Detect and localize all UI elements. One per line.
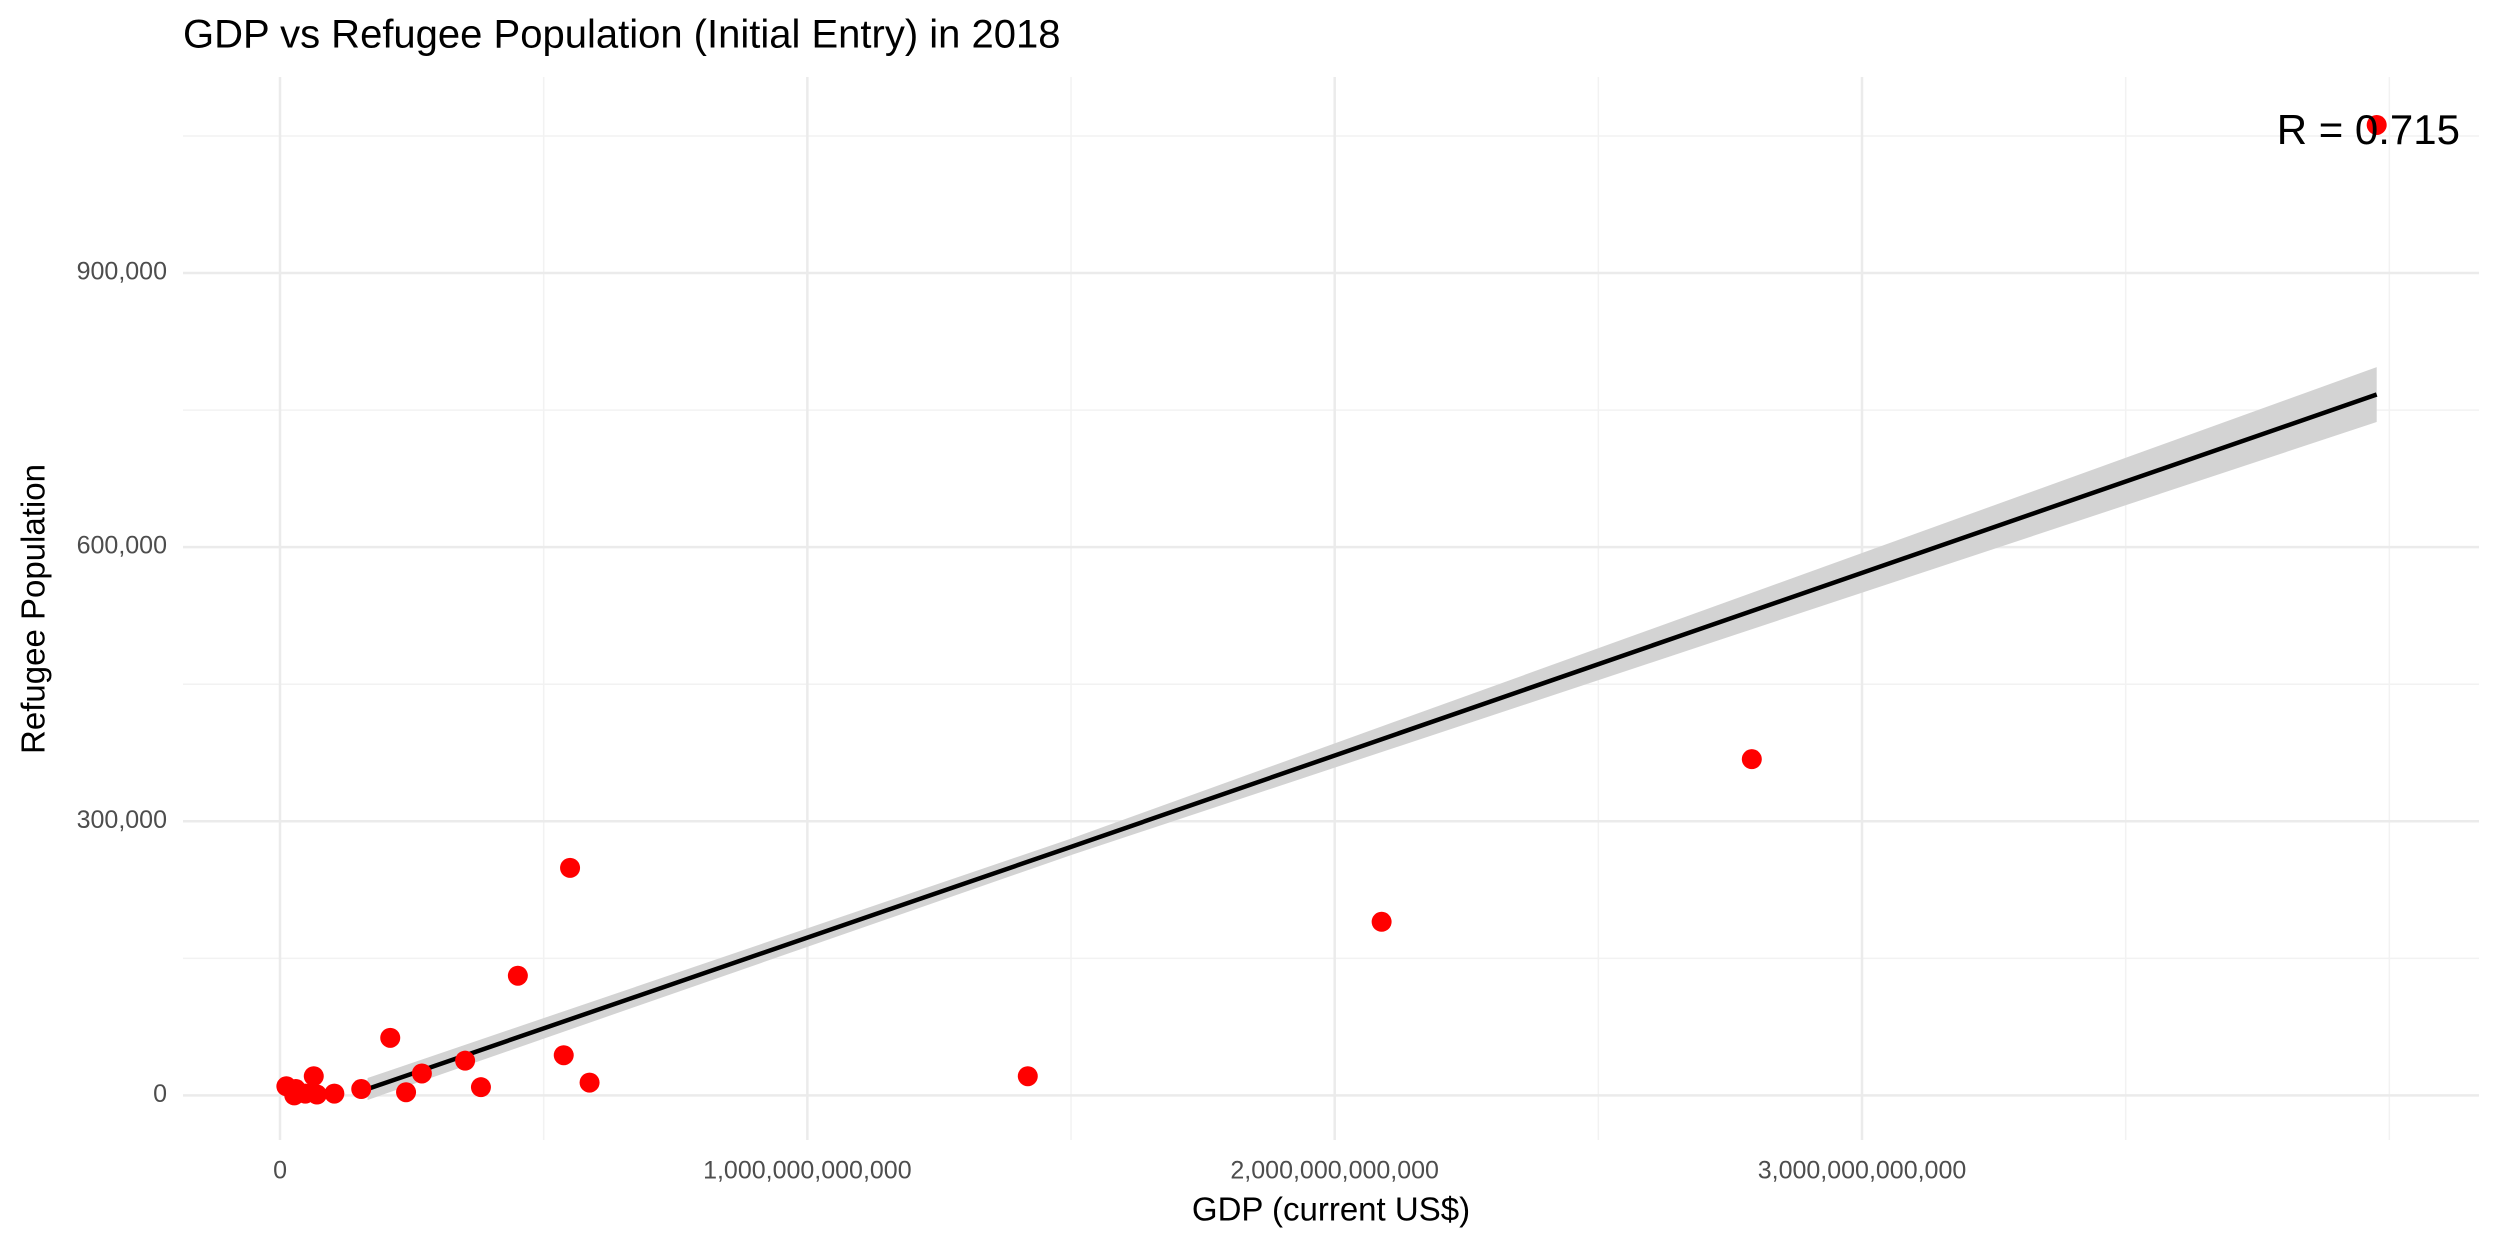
point: [560, 857, 581, 878]
point: [284, 1085, 305, 1106]
point: [1741, 749, 1762, 770]
trend-line: [366, 392, 2378, 1092]
point: [579, 1072, 600, 1093]
point: [470, 1077, 491, 1098]
point: [324, 1083, 345, 1104]
y-tick-label: 300,000: [77, 806, 167, 834]
x-tick-label: 0: [273, 1157, 287, 1185]
point: [306, 1084, 327, 1105]
chart-title: GDP vs Refugee Population (Initial Entry…: [183, 13, 1061, 57]
annotation: R = 0.715: [2277, 106, 2460, 153]
point: [396, 1082, 417, 1103]
point: [507, 965, 528, 986]
y-tick-label: 0: [153, 1080, 167, 1108]
point: [351, 1079, 372, 1100]
point: [411, 1063, 432, 1084]
point: [1017, 1066, 1038, 1087]
y-tick-label: 900,000: [77, 258, 167, 286]
x-tick-label: 2,000,000,000,000: [1230, 1157, 1439, 1185]
y-axis-title: Refugee Population: [15, 464, 52, 754]
point: [1371, 911, 1392, 932]
x-tick-label: 3,000,000,000,000: [1758, 1157, 1967, 1185]
point: [380, 1027, 401, 1048]
x-axis-title: GDP (current US$): [1192, 1191, 1470, 1228]
y-tick-label: 600,000: [77, 532, 167, 560]
point: [553, 1045, 574, 1066]
point: [2366, 114, 2387, 135]
confidence-band: [367, 367, 2377, 1100]
point: [303, 1066, 324, 1087]
x-tick-label: 1,000,000,000,000: [703, 1157, 912, 1185]
point: [455, 1050, 476, 1071]
